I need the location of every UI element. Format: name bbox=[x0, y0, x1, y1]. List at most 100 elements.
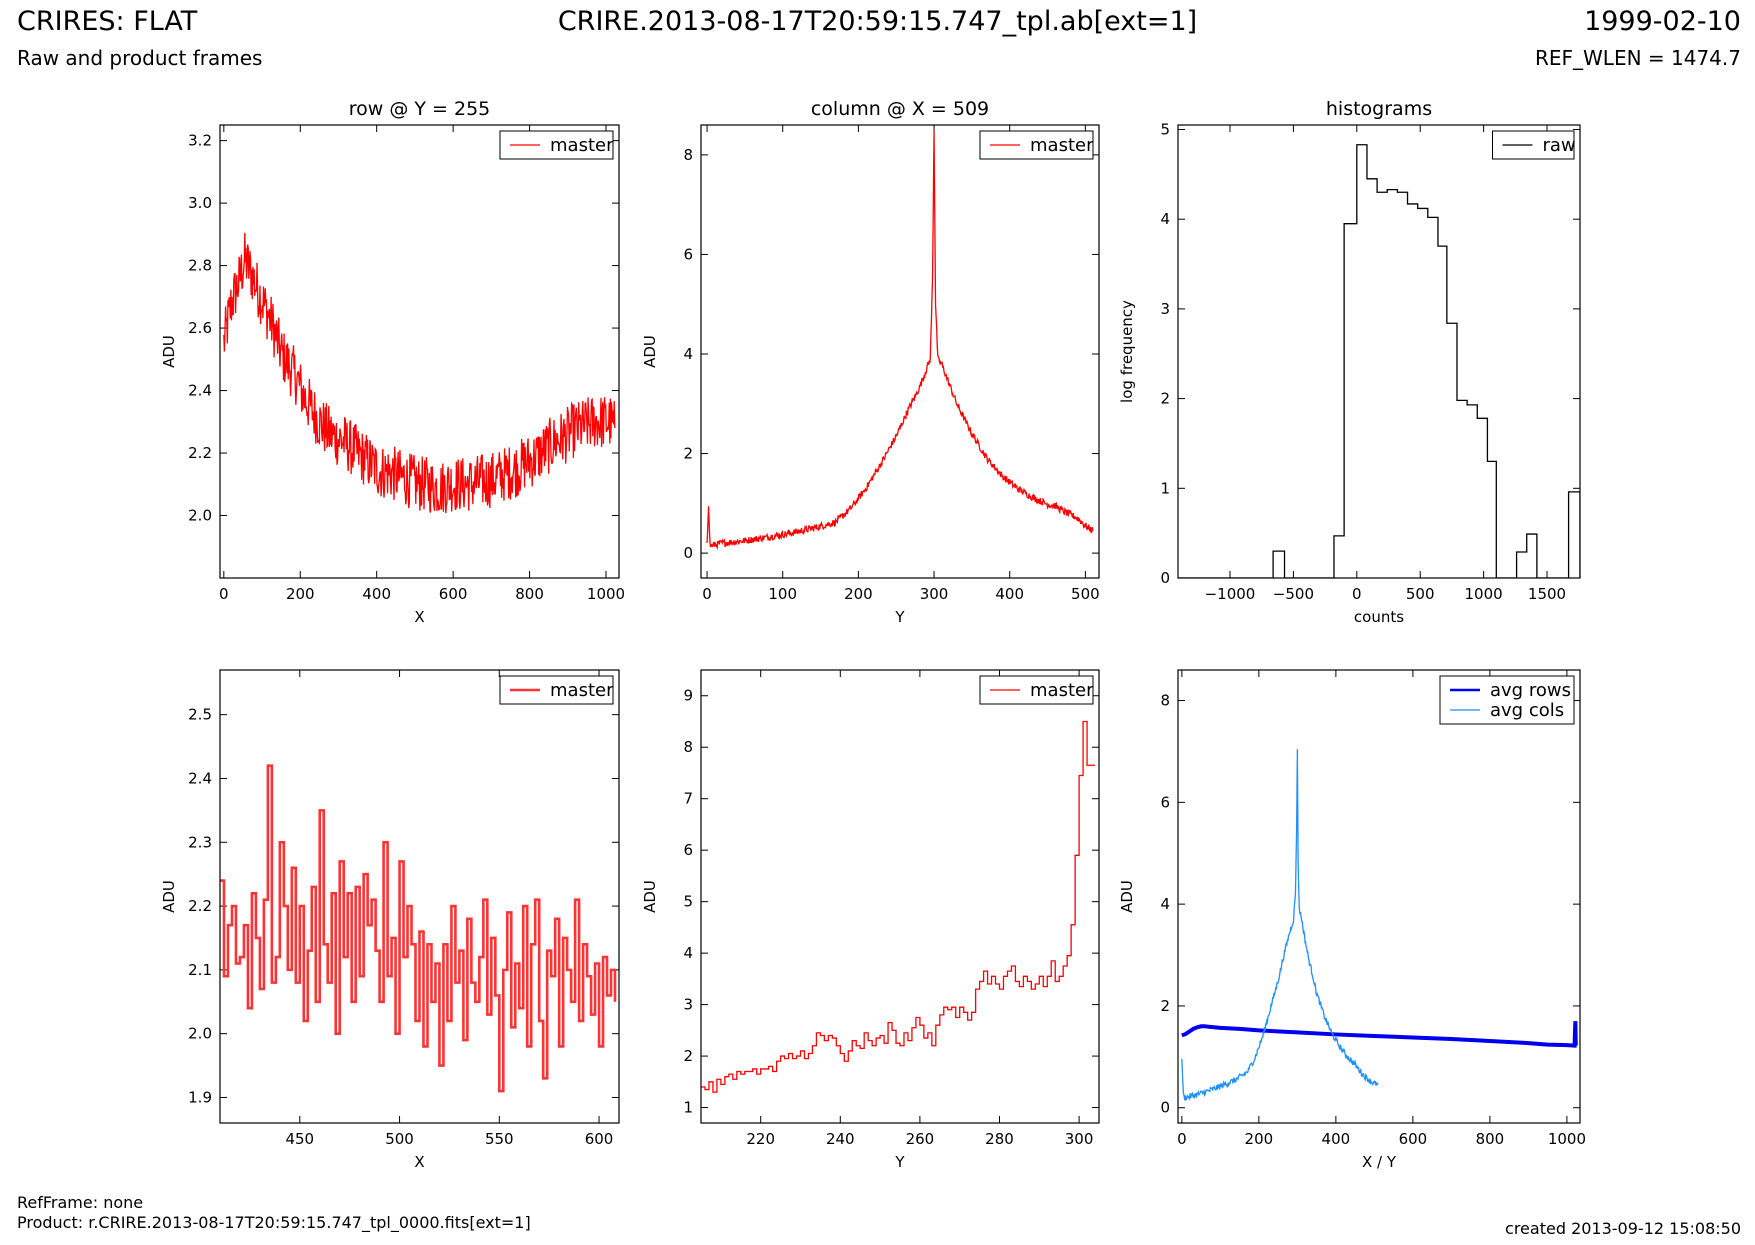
ref-frame-label: RefFrame: none bbox=[17, 1193, 144, 1212]
x-tick-label: 1000 bbox=[587, 585, 625, 603]
ref-wlen-label: REF_WLEN = 1474.7 bbox=[1534, 46, 1741, 70]
plot-frame bbox=[700, 124, 1100, 579]
x-tick-label: 400 bbox=[995, 585, 1024, 603]
series-master bbox=[701, 720, 1096, 1093]
x-tick-label: 260 bbox=[906, 1130, 935, 1148]
y-tick-label: 2.3 bbox=[188, 833, 212, 851]
series-avg-rows bbox=[1181, 1021, 1578, 1048]
x-tick-label: 800 bbox=[515, 585, 544, 603]
legend: master bbox=[499, 130, 614, 160]
legend-label: avg cols bbox=[1490, 700, 1564, 721]
y-axis-label: ADU bbox=[160, 880, 178, 913]
product-label: Product: r.CRIRE.2013-08-17T20:59:15.747… bbox=[17, 1213, 531, 1232]
plot-frame bbox=[1177, 124, 1581, 579]
legend: raw bbox=[1492, 130, 1576, 160]
y-tick-label: 3 bbox=[683, 996, 693, 1014]
legend: master bbox=[979, 130, 1094, 160]
series-avg-cols bbox=[1181, 749, 1379, 1101]
x-tick-label: 300 bbox=[920, 585, 949, 603]
y-axis-label: ADU bbox=[641, 880, 659, 913]
y-tick-label: 5 bbox=[1160, 120, 1170, 138]
x-tick-label: 200 bbox=[1245, 1130, 1274, 1148]
legend: master bbox=[979, 675, 1094, 705]
x-axis-label: X bbox=[414, 1153, 424, 1171]
y-tick-label: 2.0 bbox=[188, 1025, 212, 1043]
x-tick-label: 300 bbox=[1065, 1130, 1094, 1148]
x-axis-label: counts bbox=[1354, 608, 1404, 626]
chart-title: histograms bbox=[1326, 98, 1432, 120]
legend-label: raw bbox=[1543, 135, 1576, 156]
x-tick-label: 600 bbox=[1399, 1130, 1428, 1148]
chart-title: row @ Y = 255 bbox=[349, 98, 491, 120]
y-tick-label: 7 bbox=[683, 790, 693, 808]
y-tick-label: 1 bbox=[683, 1099, 693, 1117]
y-tick-label: 9 bbox=[683, 687, 693, 705]
y-tick-label: 0 bbox=[1160, 1099, 1170, 1117]
x-axis-label: Y bbox=[894, 608, 905, 626]
chart-histogram: −1000 −500 0 500 1000 1500 0 1 2 3 4 5 histograms cou… bbox=[1118, 98, 1581, 626]
plot-frame bbox=[700, 669, 1100, 1124]
y-tick-label: 2.4 bbox=[188, 382, 212, 400]
y-tick-label: 2.2 bbox=[188, 897, 212, 915]
y-tick-label: 0 bbox=[1160, 569, 1170, 587]
x-tick-label: 500 bbox=[1071, 585, 1100, 603]
y-axis-label: ADU bbox=[1118, 880, 1136, 913]
y-tick-label: 1.9 bbox=[188, 1088, 212, 1106]
plot-frame bbox=[1177, 669, 1581, 1124]
app-subtitle: Raw and product frames bbox=[17, 46, 263, 70]
y-tick-label: 2.6 bbox=[188, 319, 212, 337]
y-tick-label: 6 bbox=[1160, 793, 1170, 811]
y-tick-label: 4 bbox=[1160, 210, 1170, 228]
y-tick-label: 5 bbox=[683, 893, 693, 911]
x-tick-label: 200 bbox=[844, 585, 873, 603]
app-title: CRIRES: FLAT bbox=[17, 6, 198, 37]
y-axis-label: log frequency bbox=[1118, 300, 1136, 403]
chart-column-zoom: 220 240 260 280 300 1 2 3 4 5 6 7 8 9 Y ADU master bbox=[641, 669, 1100, 1171]
x-tick-label: 400 bbox=[1322, 1130, 1351, 1148]
y-tick-label: 8 bbox=[683, 738, 693, 756]
x-tick-label: 220 bbox=[746, 1130, 775, 1148]
y-tick-label: 6 bbox=[683, 841, 693, 859]
y-tick-label: 2.8 bbox=[188, 257, 212, 275]
y-tick-label: 4 bbox=[1160, 895, 1170, 913]
plot-frame bbox=[219, 669, 620, 1124]
y-tick-label: 4 bbox=[683, 345, 693, 363]
date-label: 1999-02-10 bbox=[1584, 6, 1741, 37]
y-tick-label: 2 bbox=[1160, 390, 1170, 408]
chart-column: 0 100 200 300 400 500 0 2 4 6 8 column @ X = 509 Y AD… bbox=[641, 98, 1100, 626]
chart-title: column @ X = 509 bbox=[811, 98, 989, 120]
x-axis-label: X bbox=[414, 608, 424, 626]
x-tick-label: 1500 bbox=[1528, 585, 1566, 603]
y-tick-label: 2 bbox=[683, 1047, 693, 1065]
y-tick-label: 4 bbox=[683, 944, 693, 962]
y-tick-label: 2.0 bbox=[188, 507, 212, 525]
x-tick-label: 200 bbox=[286, 585, 315, 603]
legend-label: master bbox=[550, 135, 614, 156]
series-master bbox=[706, 131, 1094, 551]
x-tick-label: 1000 bbox=[1465, 585, 1503, 603]
legend-label: master bbox=[1030, 135, 1094, 156]
y-tick-label: 2.1 bbox=[188, 961, 212, 979]
x-tick-label: −1000 bbox=[1205, 585, 1256, 603]
y-tick-label: 1 bbox=[1160, 479, 1170, 497]
x-tick-label: 100 bbox=[768, 585, 797, 603]
y-tick-label: 0 bbox=[683, 544, 693, 562]
x-tick-label: 600 bbox=[439, 585, 468, 603]
y-tick-label: 8 bbox=[1160, 692, 1170, 710]
chart-row-zoom: 450 500 550 600 1.9 2.0 2.1 2.2 2.3 2.4 2.5 X ADU mas… bbox=[160, 669, 620, 1171]
x-tick-label: 0 bbox=[219, 585, 229, 603]
y-tick-label: 3 bbox=[1160, 300, 1170, 318]
y-tick-label: 2 bbox=[1160, 997, 1170, 1015]
plot-frame bbox=[219, 124, 620, 579]
x-axis-label: Y bbox=[894, 1153, 905, 1171]
y-tick-label: 3.0 bbox=[188, 194, 212, 212]
x-tick-label: 500 bbox=[385, 1130, 414, 1148]
y-axis-label: ADU bbox=[160, 335, 178, 368]
y-tick-label: 2 bbox=[683, 445, 693, 463]
y-tick-label: 6 bbox=[683, 245, 693, 263]
x-axis-label: X / Y bbox=[1362, 1153, 1397, 1171]
y-tick-label: 2.5 bbox=[188, 706, 212, 724]
file-title: CRIRE.2013-08-17T20:59:15.747_tpl.ab[ext… bbox=[557, 6, 1198, 37]
x-tick-label: 240 bbox=[826, 1130, 855, 1148]
